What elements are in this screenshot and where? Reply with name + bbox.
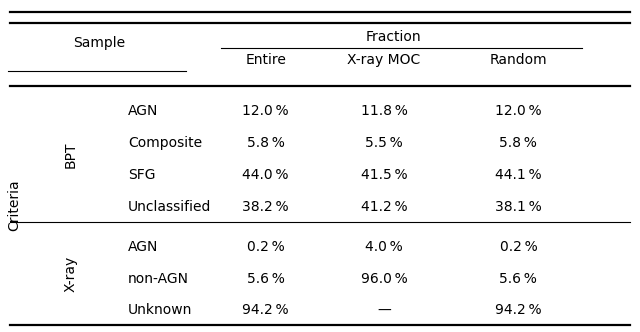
Text: 44.1 %: 44.1 % — [495, 168, 541, 182]
Text: Criteria: Criteria — [7, 180, 21, 231]
Text: Unknown: Unknown — [128, 303, 193, 317]
Text: 5.6 %: 5.6 % — [246, 272, 285, 286]
Text: 94.2 %: 94.2 % — [495, 303, 541, 317]
Text: 41.5 %: 41.5 % — [361, 168, 407, 182]
Text: 5.6 %: 5.6 % — [499, 272, 538, 286]
Text: 38.2 %: 38.2 % — [243, 200, 289, 214]
Text: SFG: SFG — [128, 168, 156, 182]
Text: Composite: Composite — [128, 136, 202, 150]
Text: BPT: BPT — [63, 141, 77, 168]
Text: 12.0 %: 12.0 % — [495, 104, 541, 118]
Text: 5.8 %: 5.8 % — [246, 136, 285, 150]
Text: Sample: Sample — [73, 36, 125, 50]
Text: X-ray MOC: X-ray MOC — [348, 53, 420, 67]
Text: —: — — [377, 303, 391, 317]
Text: non-AGN: non-AGN — [128, 272, 189, 286]
Text: AGN: AGN — [128, 104, 158, 118]
Text: Random: Random — [490, 53, 547, 67]
Text: 5.5 %: 5.5 % — [365, 136, 403, 150]
Text: Unclassified: Unclassified — [128, 200, 211, 214]
Text: 38.1 %: 38.1 % — [495, 200, 542, 214]
Text: Entire: Entire — [245, 53, 286, 67]
Text: 96.0 %: 96.0 % — [360, 272, 408, 286]
Text: X-ray: X-ray — [63, 255, 77, 292]
Text: 44.0 %: 44.0 % — [243, 168, 289, 182]
Text: 94.2 %: 94.2 % — [243, 303, 289, 317]
Text: 5.8 %: 5.8 % — [499, 136, 538, 150]
Text: 41.2 %: 41.2 % — [361, 200, 407, 214]
Text: Fraction: Fraction — [366, 30, 421, 43]
Text: AGN: AGN — [128, 240, 158, 254]
Text: 0.2 %: 0.2 % — [500, 240, 537, 254]
Text: 11.8 %: 11.8 % — [360, 104, 408, 118]
Text: 12.0 %: 12.0 % — [243, 104, 289, 118]
Text: 4.0 %: 4.0 % — [365, 240, 403, 254]
Text: 0.2 %: 0.2 % — [247, 240, 284, 254]
